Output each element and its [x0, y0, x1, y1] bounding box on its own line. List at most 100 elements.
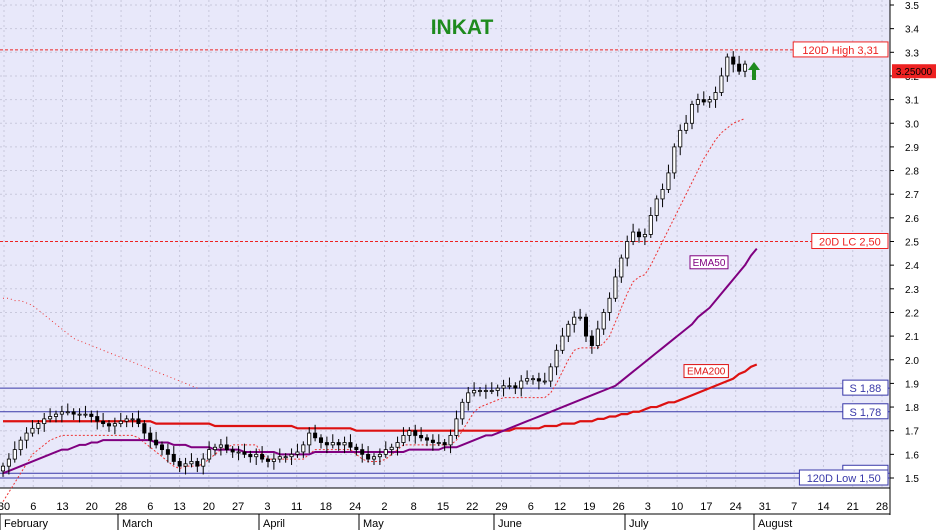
level-label: 120D Low 1,50 [807, 473, 881, 485]
candle-body [566, 323, 571, 337]
candle-body [578, 316, 583, 319]
candle-body [242, 451, 247, 455]
candle-body [130, 418, 135, 421]
candle-body [42, 418, 47, 425]
y-tick-label: 2.0 [905, 356, 919, 367]
y-tick-label: 2.7 [905, 190, 919, 201]
candle-body [295, 451, 300, 455]
candle-body [430, 439, 435, 443]
candle-body [313, 432, 318, 439]
candle-body [183, 463, 188, 467]
candle-body [277, 456, 282, 460]
chart-title: INKAT [431, 16, 494, 39]
candle-body [401, 435, 406, 443]
candle-body [218, 444, 223, 448]
candle-body [224, 444, 229, 451]
candle-body [684, 122, 689, 131]
x-tick-label: 6 [147, 501, 153, 513]
x-tick-label: 3 [645, 501, 651, 513]
candle-body [0, 465, 6, 472]
y-tick-label: 3.4 [905, 25, 919, 36]
candle-body [159, 444, 165, 451]
ema-label-box [683, 364, 729, 379]
candle-body [707, 99, 712, 103]
x-tick-label: 24 [730, 501, 742, 513]
last-price-box [892, 64, 936, 79]
candle-body [389, 446, 394, 451]
candle-body [260, 453, 265, 460]
x-tick-label: 20 [203, 501, 215, 513]
x-axis-panel [0, 488, 890, 532]
candle-body [477, 390, 483, 392]
candle-body [383, 449, 388, 455]
x-tick-label: 18 [320, 501, 332, 513]
y-tick-label: 1.6 [905, 450, 919, 461]
candle-body [672, 146, 677, 174]
candles [0, 51, 748, 477]
candle-body [12, 449, 17, 460]
x-tick-label: 27 [232, 501, 244, 513]
candle-body [636, 231, 642, 238]
month-label: March [122, 518, 153, 530]
candle-body [148, 432, 153, 441]
candle-body [589, 335, 594, 346]
ema-label: EMA50 [693, 258, 726, 269]
up-arrow-icon [748, 62, 760, 80]
y-tick-label: 2.3 [905, 285, 919, 296]
candle-body [212, 446, 218, 451]
candle-body [330, 442, 335, 446]
candle-body [436, 442, 441, 444]
x-tick-label: 10 [671, 501, 683, 513]
candle-body [36, 423, 41, 429]
candle-body [142, 423, 147, 434]
candle-body [472, 390, 477, 394]
candle-body [207, 449, 212, 460]
x-tick-label: 6 [30, 501, 36, 513]
candle-body [560, 335, 565, 351]
candle-body [501, 385, 506, 389]
candle-body [395, 442, 400, 448]
candle-body [136, 418, 141, 425]
y-axis-ticks: 1.5 1.6 1.7 1.8 1.9 2.0 2.1 2.2 2.3 2.4 2.5 2.6 2.7 2… [889, 0, 919, 515]
candle-body [725, 56, 730, 77]
candle-body [554, 349, 559, 368]
candle-body [48, 416, 53, 420]
level-label: S 1,78 [849, 407, 881, 419]
x-tick-label: 20 [86, 501, 98, 513]
x-tick-label: 28 [115, 501, 127, 513]
candle-body [678, 129, 683, 148]
x-tick-label: 6 [528, 501, 534, 513]
candle-body [342, 442, 347, 446]
candle-body [607, 297, 612, 313]
y-tick-label: 3.3 [905, 48, 919, 59]
candle-body [424, 437, 430, 441]
candle-body [489, 390, 494, 392]
candle-body [77, 413, 82, 416]
x-tick-label: 7 [791, 501, 797, 513]
x-tick-label: 22 [466, 501, 478, 513]
y-tick-label: 1.8 [905, 403, 919, 414]
x-axis-ticks: 30 6 13 20 28 6 13 20 27 3 11 18 24 2 8 15 22 29 6 12 19 26 3 1… [0, 487, 890, 513]
candle-body [189, 461, 194, 465]
candle-body [236, 451, 241, 454]
candle-body [112, 423, 117, 427]
candle-body [248, 453, 253, 458]
x-tick-label: 31 [759, 501, 771, 513]
candle-body [466, 392, 471, 403]
candle-body [336, 442, 341, 446]
candle-body [230, 449, 235, 453]
y-tick-label: 2.1 [905, 332, 919, 343]
candle-body [283, 456, 288, 459]
x-tick-label: 28 [876, 501, 888, 513]
candle-body [530, 378, 536, 381]
x-tick-label: 26 [612, 501, 624, 513]
candle-body [572, 316, 577, 325]
candle-body [601, 312, 606, 330]
candle-body [307, 432, 312, 446]
candle-body [165, 449, 170, 455]
y-tick-label: 1.7 [905, 427, 919, 438]
candle-body [65, 411, 70, 414]
x-tick-label: 19 [583, 501, 595, 513]
candle-body [171, 453, 176, 462]
candle-body [525, 378, 530, 382]
